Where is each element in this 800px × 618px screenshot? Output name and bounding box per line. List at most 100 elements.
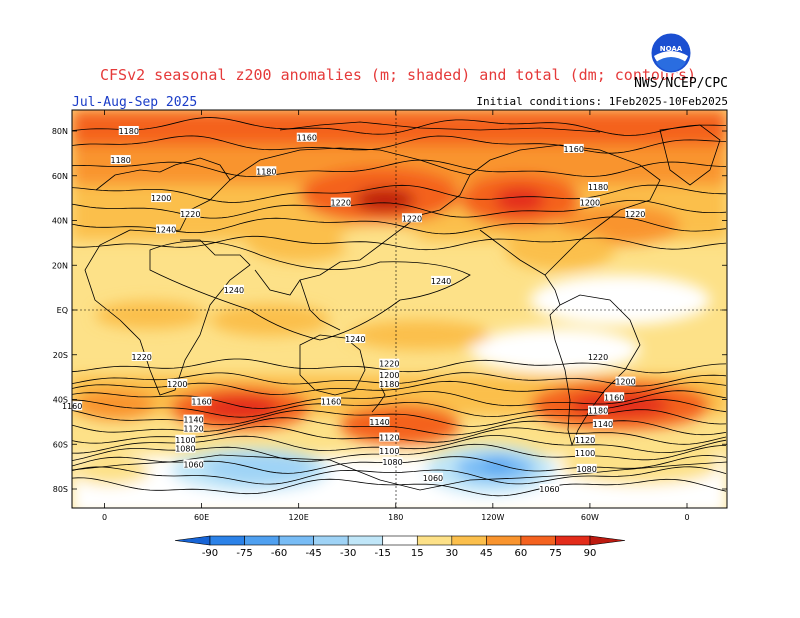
colorbar-tick-label: -45 [305, 548, 321, 559]
agency-label: NWS/NCEP/CPC [634, 76, 728, 91]
colorbar-tick-label: -75 [236, 548, 252, 559]
svg-text:1140: 1140 [593, 420, 613, 429]
colorbar-bin [451, 535, 487, 546]
contour-label: 1120 [575, 434, 595, 445]
contour-label: 1160 [604, 392, 624, 402]
lon-label: 180 [388, 513, 403, 522]
svg-text:1060: 1060 [423, 474, 443, 483]
contour-label: 1240 [156, 224, 176, 234]
contour-label: 1140 [183, 414, 204, 425]
svg-text:1160: 1160 [604, 393, 624, 402]
map-frame [71, 109, 728, 509]
svg-text:1220: 1220 [588, 353, 608, 362]
contour-label: 1100 [175, 434, 196, 445]
contour-label: 1180 [111, 155, 131, 165]
contour-label: 1080 [175, 443, 196, 454]
colorbar-bin [486, 535, 522, 546]
contour-label: 1200 [379, 369, 399, 380]
colorbar-bin [244, 535, 280, 546]
svg-text:1120: 1120 [379, 434, 399, 443]
contour-label: 1220 [625, 208, 645, 219]
contour-label: 1180 [119, 126, 139, 136]
contour-label: 1180 [256, 166, 276, 176]
contour-label: 1100 [575, 448, 595, 458]
svg-text:1160: 1160 [564, 145, 584, 154]
colorbar-bin [209, 535, 245, 546]
contour-labels: 1180116011801180116011801200122012201220… [62, 126, 645, 494]
contour-label: 1160 [297, 132, 317, 143]
colorbar-tick-label: -90 [202, 548, 218, 559]
svg-text:1080: 1080 [577, 465, 597, 474]
lat-label: 60S [53, 440, 68, 449]
colorbar-tick-label: 30 [445, 548, 458, 559]
svg-text:1200: 1200 [615, 378, 635, 387]
chart-title: CFSv2 seasonal z200 anomalies (m; shaded… [100, 66, 697, 84]
svg-text:1180: 1180 [588, 183, 608, 192]
svg-text:1240: 1240 [431, 277, 451, 286]
lon-label: 60E [194, 513, 209, 522]
colorbar-tick-label: 60 [515, 548, 528, 559]
colorbar-bin [347, 535, 384, 546]
contour-label: 1120 [379, 432, 399, 443]
svg-text:1220: 1220 [402, 214, 422, 223]
svg-text:1220: 1220 [180, 210, 200, 219]
contour-label: 1120 [183, 423, 204, 434]
colorbar-tick-label: 45 [480, 548, 493, 559]
grid-lines [72, 110, 727, 508]
svg-text:1160: 1160 [191, 398, 211, 407]
colorbar-bin [313, 535, 349, 546]
svg-text:1180: 1180 [111, 156, 131, 165]
svg-text:1180: 1180 [588, 407, 608, 416]
contour-label: 1160 [191, 396, 212, 407]
color-bar: -90 -75 -60 -45 -30 -15 15 30 45 60 75 90 [174, 535, 626, 559]
colorbar-tick-label: 15 [411, 548, 424, 559]
colorbar-bin [382, 535, 418, 546]
contour-label: 1100 [379, 445, 399, 456]
contour-label: 1180 [588, 405, 608, 416]
svg-text:1240: 1240 [156, 225, 176, 234]
contour-label: 1240 [345, 334, 365, 344]
contour-label: 1220 [132, 351, 152, 362]
lat-label: 20S [53, 351, 68, 360]
colorbar-tick-label: 90 [584, 548, 597, 559]
svg-text:1180: 1180 [379, 380, 399, 389]
contour-label: 1240 [431, 275, 451, 286]
svg-text:1100: 1100 [379, 447, 399, 456]
colorbar-bin [416, 535, 453, 546]
svg-text:1060: 1060 [539, 485, 559, 494]
colorbar-bin [278, 535, 314, 546]
contour-label: 1080 [577, 463, 597, 474]
lon-label: 120E [289, 513, 309, 522]
svg-text:1160: 1160 [297, 134, 317, 143]
initial-conditions: Initial conditions: 1Feb2025-10Feb2025 [476, 95, 728, 108]
svg-text:1120: 1120 [575, 436, 595, 445]
colorbar-low-triangle [174, 535, 211, 546]
colorbar-bin [520, 535, 556, 546]
contour-label: 1220 [180, 208, 200, 219]
svg-text:1200: 1200 [379, 371, 399, 380]
contour-label: 1220 [331, 197, 351, 208]
lon-label: 120W [481, 513, 504, 522]
svg-text:1100: 1100 [575, 449, 595, 458]
svg-text:1180: 1180 [119, 127, 139, 136]
contour-label: 1180 [379, 378, 399, 389]
svg-text:1100: 1100 [175, 436, 195, 445]
svg-text:1060: 1060 [183, 460, 203, 469]
colorbar-tick-label: -30 [340, 548, 356, 559]
colorbar-high-triangle [589, 535, 626, 546]
svg-text:1220: 1220 [132, 353, 152, 362]
contour-label: 1140 [369, 416, 390, 427]
contour-label: 1200 [167, 378, 187, 389]
svg-text:1200: 1200 [580, 199, 600, 208]
season-label: Jul-Aug-Sep 2025 [72, 95, 198, 110]
contour-label: 1220 [402, 213, 422, 223]
svg-text:1200: 1200 [167, 380, 187, 389]
contour-label: 1240 [224, 284, 244, 295]
lat-label: 40N [52, 217, 68, 226]
lat-label: 20N [52, 261, 68, 270]
svg-text:1160: 1160 [321, 398, 341, 407]
latitude-labels: 80N 60N 40N 20N EQ 20S 40S 60S 80S [52, 127, 68, 494]
svg-text:1080: 1080 [175, 445, 195, 454]
colorbar-bin [555, 535, 591, 546]
